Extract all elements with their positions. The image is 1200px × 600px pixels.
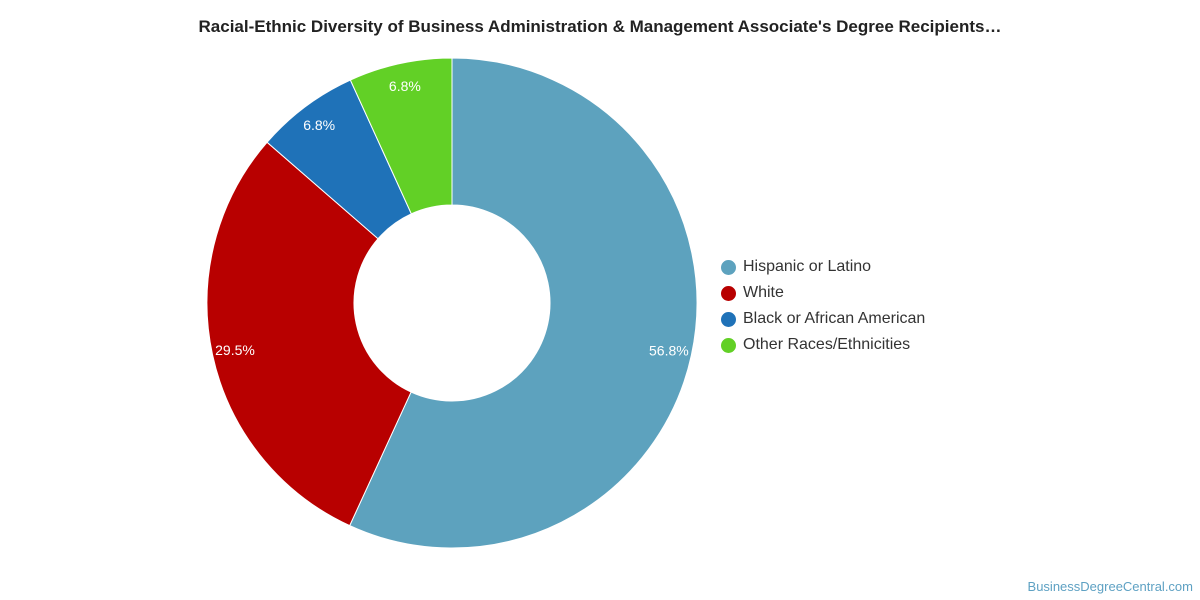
slice-hispanic-or-latino <box>349 57 698 549</box>
slice-white <box>206 141 412 527</box>
slice-other-races-ethnicities <box>349 57 453 215</box>
legend-item-other-races-ethnicities[interactable]: Other Races/Ethnicities <box>721 332 925 358</box>
legend-label: White <box>743 284 784 301</box>
legend-item-black-or-african-american[interactable]: Black or African American <box>721 306 925 332</box>
legend-label: Hispanic or Latino <box>743 258 872 275</box>
chart-legend: Hispanic or Latino White Black or African … <box>721 254 925 358</box>
donut-slice-labels: 56.8% 29.5% 6.8% 6.8% <box>215 78 689 358</box>
legend-swatch <box>721 285 736 301</box>
slice-label-other-races-ethnicities: 6.8% <box>389 78 421 94</box>
legend-swatch <box>721 337 736 353</box>
slice-label-white: 29.5% <box>215 342 255 358</box>
legend-label: Black or African American <box>743 310 926 327</box>
slice-label-hispanic-or-latino: 56.8% <box>649 342 689 358</box>
legend-label: Other Races/Ethnicities <box>743 336 911 353</box>
chart-title: Racial-Ethnic Diversity of Business Admi… <box>198 17 1002 36</box>
legend-item-white[interactable]: White <box>721 280 925 306</box>
watermark: BusinessDegreeCentral.com <box>1027 579 1193 594</box>
donut-slices <box>206 57 698 549</box>
slice-label-black-or-african-american: 6.8% <box>303 117 335 133</box>
legend-swatch <box>721 259 736 275</box>
legend-swatch <box>721 311 736 327</box>
legend-item-hispanic-or-latino[interactable]: Hispanic or Latino <box>721 254 925 280</box>
